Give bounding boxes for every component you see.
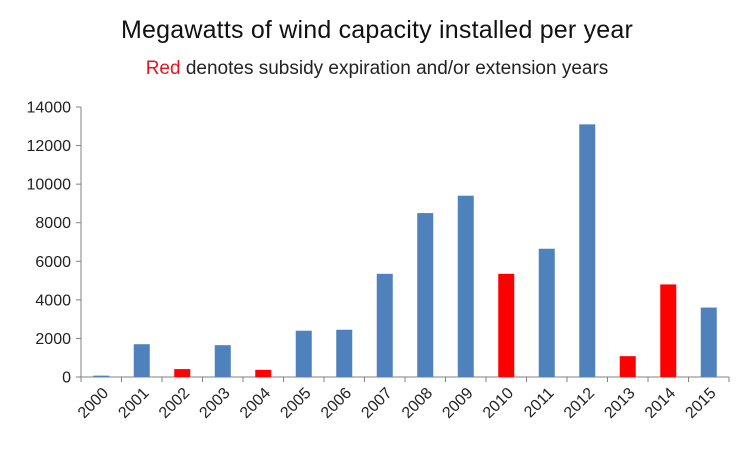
- bar-2014: [660, 284, 677, 377]
- bar-2015: [700, 307, 717, 377]
- bar-2000: [93, 375, 110, 377]
- chart-title: Megawatts of wind capacity installed per…: [120, 16, 634, 44]
- y-axis: 0 2000 4000 6000 8000 10000 12000 14000: [27, 100, 82, 387]
- bar-2012: [579, 124, 596, 377]
- x-tick-label: 2002: [156, 385, 193, 422]
- y-tick-label: 14000: [27, 100, 72, 117]
- x-tick-label: 2009: [439, 385, 476, 422]
- bar-2007: [376, 273, 393, 377]
- bars: [93, 124, 717, 377]
- x-tick-label: 2006: [318, 385, 355, 422]
- x-tick-label: 2012: [561, 385, 598, 422]
- bar-2001: [133, 344, 150, 377]
- bar-2010: [498, 273, 515, 377]
- bar-2004: [255, 369, 272, 377]
- bar-2009: [457, 195, 474, 377]
- x-axis: 2000 2001 2002 2003 2004 2005 2006 2007 2008 2009…: [75, 376, 730, 422]
- bar-2005: [295, 330, 312, 377]
- y-tick-label: 6000: [35, 254, 71, 271]
- bar-2008: [417, 213, 434, 377]
- x-tick-label: 2014: [642, 385, 679, 422]
- bar-2006: [336, 329, 353, 377]
- x-tick-label: 2004: [237, 385, 274, 422]
- chart-subtitle: Red denotes subsidy expiration and/or ex…: [0, 58, 754, 80]
- x-tick-label: 2011: [521, 385, 557, 421]
- y-tick-label: 4000: [35, 292, 71, 309]
- bar-2011: [538, 248, 555, 377]
- subtitle-highlight: Red: [145, 58, 181, 79]
- y-tick-label: 8000: [35, 215, 71, 232]
- x-tick-label: 2013: [601, 385, 638, 422]
- x-tick-label: 2003: [196, 385, 233, 422]
- x-tick-label: 2001: [115, 385, 152, 422]
- y-tick-label: 12000: [27, 138, 72, 155]
- bar-2003: [214, 345, 231, 377]
- x-tick-label: 2005: [277, 385, 314, 422]
- bar-2002: [174, 369, 191, 377]
- x-tick-label: 2008: [399, 385, 436, 422]
- x-tick-label: 2015: [682, 385, 719, 422]
- x-tick-label: 2010: [480, 385, 517, 422]
- subtitle-text: denotes subsidy expiration and/or extens…: [180, 58, 609, 79]
- y-tick-label: 0: [62, 370, 71, 387]
- y-tick-label: 10000: [27, 177, 72, 194]
- bar-2013: [619, 356, 636, 377]
- x-tick-label: 2000: [75, 385, 112, 422]
- y-tick-label: 2000: [35, 331, 71, 348]
- x-tick-label: 2007: [358, 385, 395, 422]
